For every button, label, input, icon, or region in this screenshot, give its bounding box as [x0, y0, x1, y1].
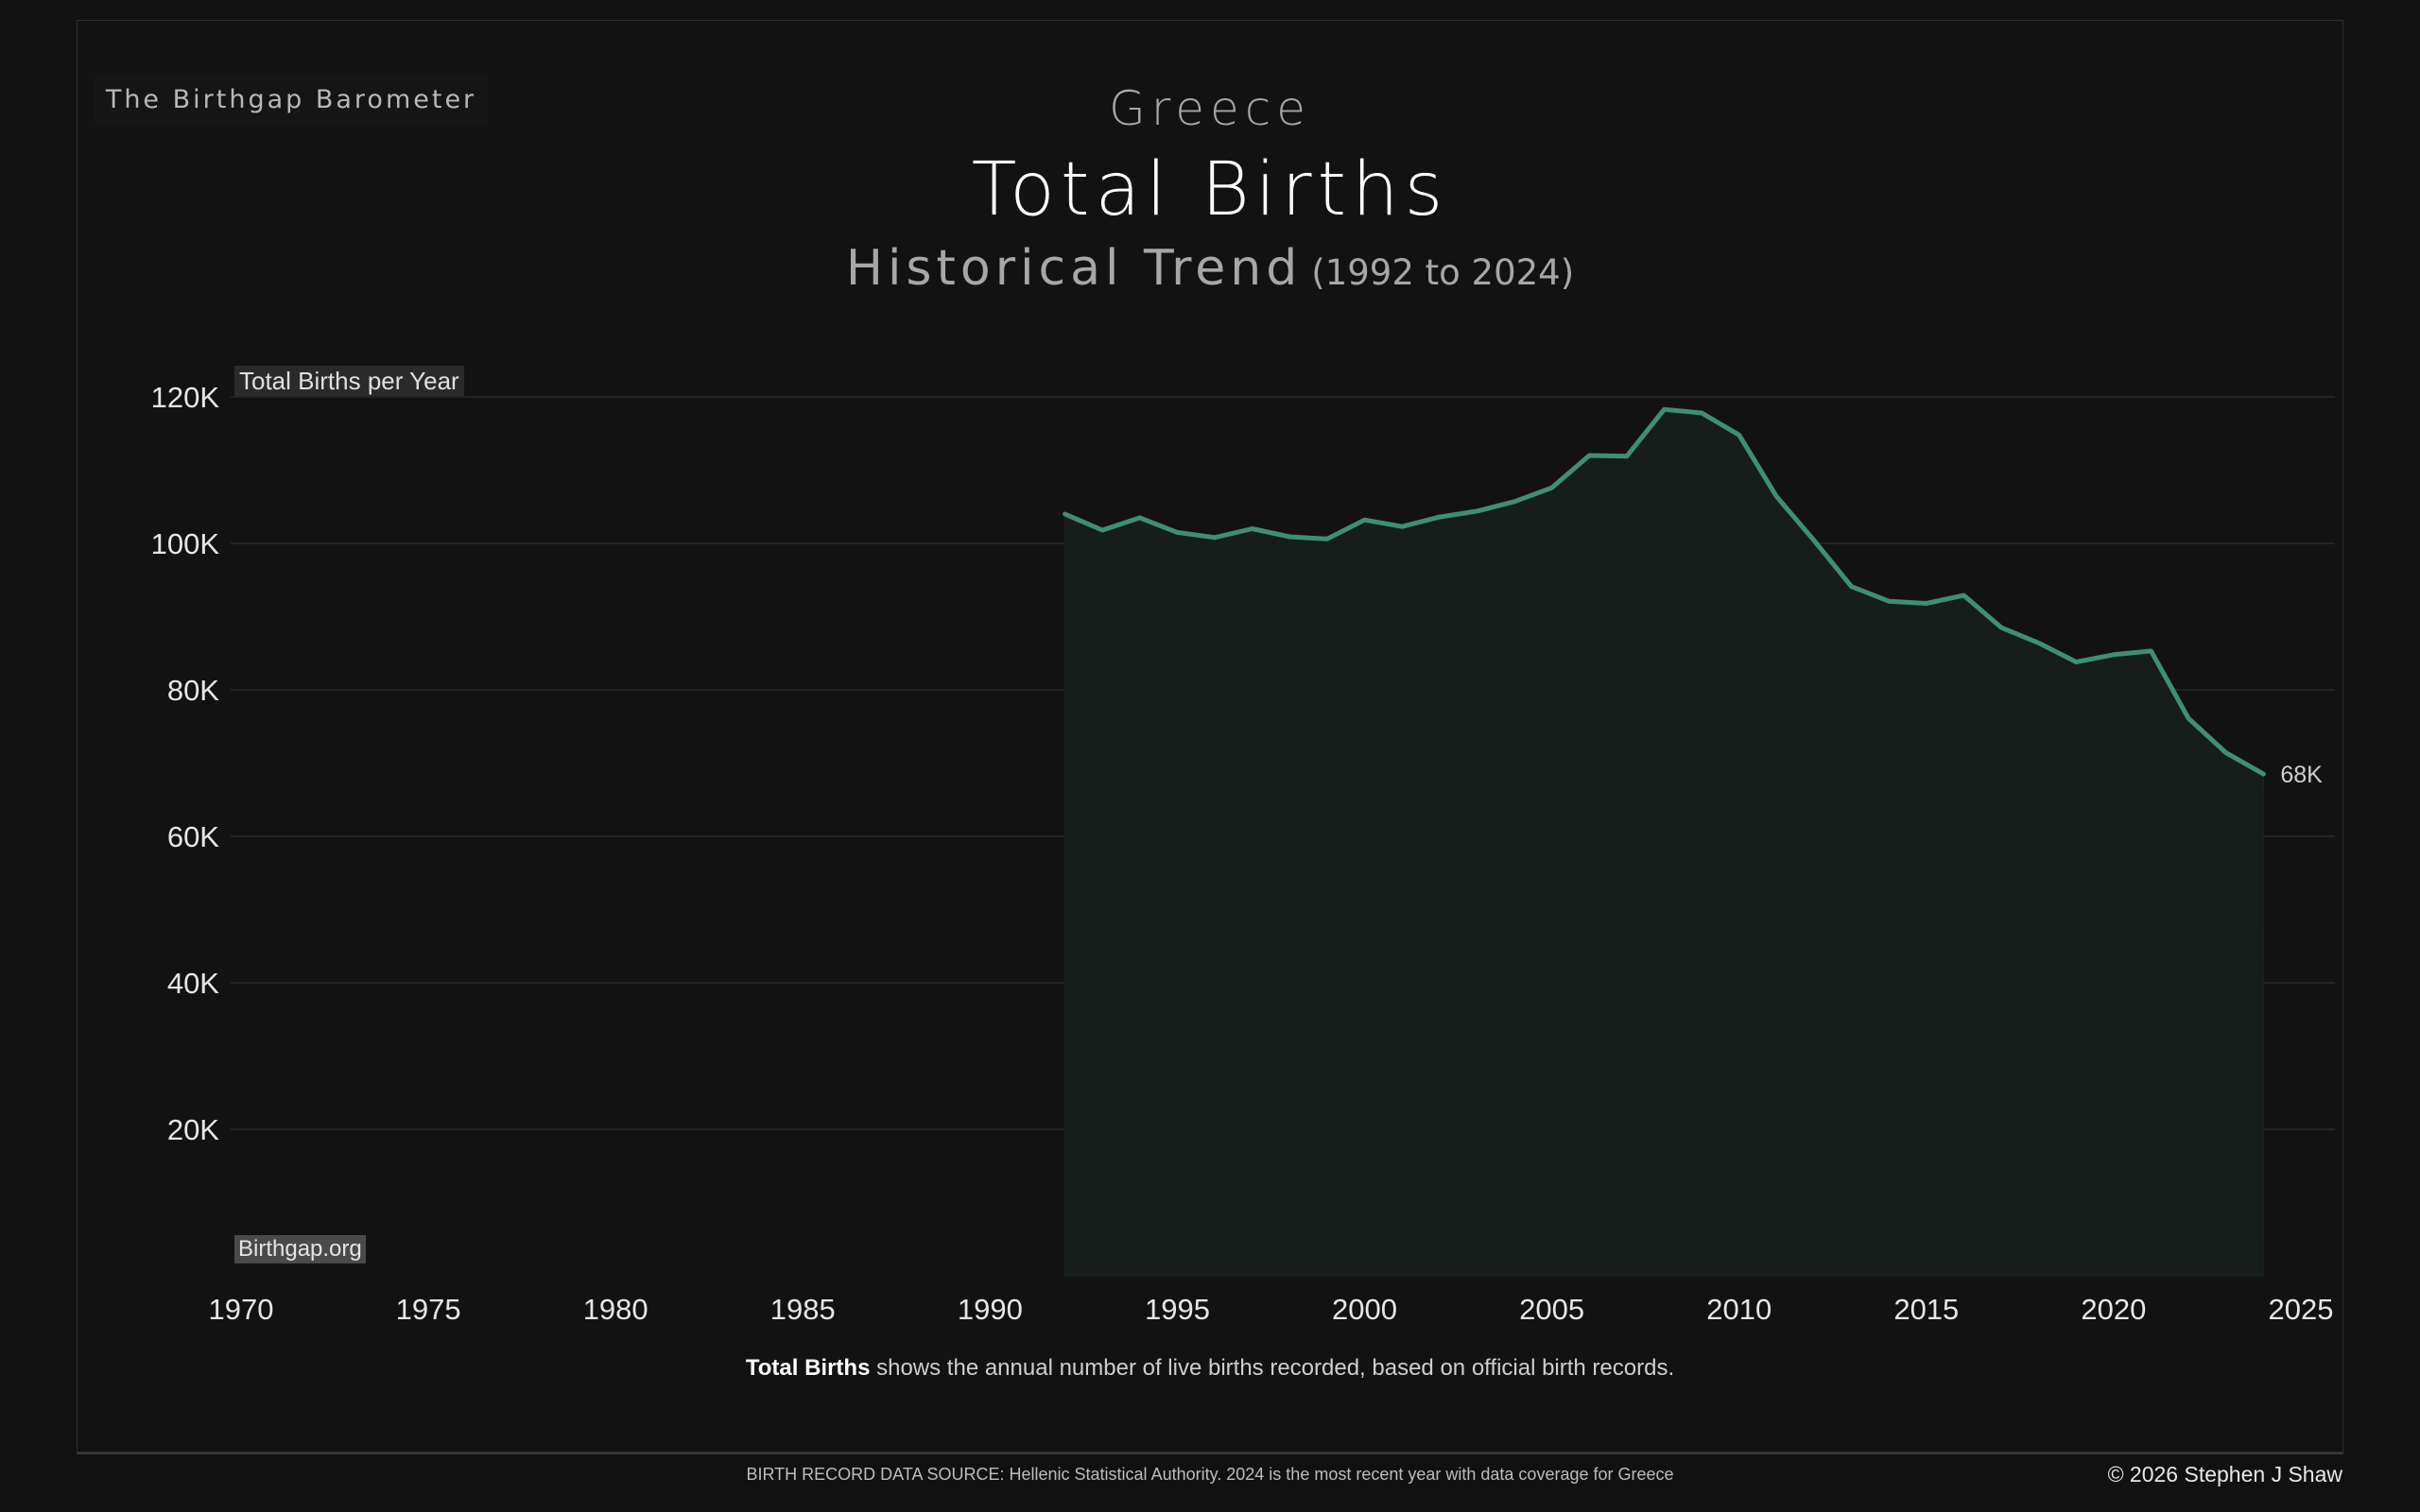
- y-tick-label: 20K: [167, 1113, 219, 1146]
- y-tick-label: 40K: [167, 967, 219, 1000]
- x-tick-label: 2005: [1519, 1293, 1584, 1326]
- y-tick-label: 60K: [167, 820, 219, 853]
- y-tick-label: 80K: [167, 674, 219, 707]
- page-title: Total Births: [971, 147, 1449, 232]
- end-value-label: 68K: [2280, 762, 2323, 788]
- copyright: © 2026 Stephen J Shaw: [2107, 1462, 2342, 1486]
- footnote: Total Births shows the annual number of …: [0, 1355, 2420, 1382]
- y-axis-ticks: 20K 40K 60K 80K 100K 120K: [151, 381, 220, 1146]
- series-line-layer: [1063, 406, 2266, 777]
- y-axis-label: Total Births per Year: [234, 366, 464, 396]
- x-axis-ticks: 1970 1975 1980 1985 1990 1995 2000 2005 2010 2015…: [209, 1293, 2334, 1326]
- x-tick-label: 1985: [770, 1293, 836, 1326]
- year-range: (1992 to 2024): [1311, 252, 1575, 293]
- x-tick-label: 2025: [2269, 1293, 2334, 1326]
- footnote-bold: Total Births: [745, 1355, 871, 1381]
- brand-label: The Birthgap Barometer: [95, 74, 488, 127]
- x-tick-label: 2020: [2081, 1293, 2146, 1326]
- y-tick-label: 100K: [151, 527, 220, 560]
- x-tick-label: 2010: [1706, 1293, 1772, 1326]
- data-label-layer: 68K: [2280, 762, 2323, 788]
- x-tick-label: 1970: [209, 1293, 274, 1326]
- x-tick-label: 2000: [1332, 1293, 1397, 1326]
- subtitle-line: Historical Trend (1992 to 2024): [0, 240, 2420, 297]
- series-area: [1064, 408, 2264, 1277]
- area-fill-layer: [1064, 408, 2264, 1277]
- site-link[interactable]: Birthgap.org: [234, 1235, 366, 1263]
- subtitle: Historical Trend: [845, 240, 1303, 297]
- x-tick-label: 1995: [1145, 1293, 1210, 1326]
- x-tick-label: 1980: [583, 1293, 648, 1326]
- country-heading: Greece: [1109, 81, 1311, 136]
- footnote-text: shows the annual number of live births r…: [870, 1355, 1675, 1381]
- x-tick-label: 1990: [958, 1293, 1023, 1326]
- data-source: BIRTH RECORD DATA SOURCE: Hellenic Stati…: [746, 1465, 1674, 1484]
- x-tick-label: 2015: [1893, 1293, 1959, 1326]
- y-tick-label: 120K: [151, 381, 220, 414]
- x-tick-label: 1975: [396, 1293, 461, 1326]
- series-line: [1063, 406, 2266, 777]
- footer-divider: [77, 1452, 2343, 1454]
